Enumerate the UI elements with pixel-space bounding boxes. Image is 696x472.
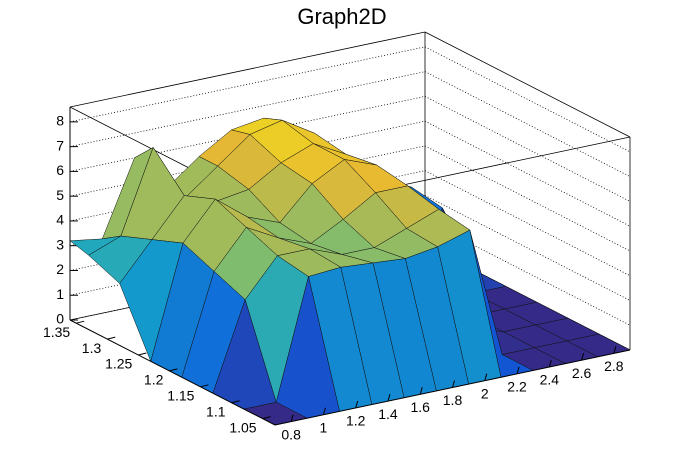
x-tick xyxy=(355,400,359,409)
y-tick-label: 1.1 xyxy=(206,403,226,419)
z-tick-label: 3 xyxy=(56,236,64,252)
box-edge xyxy=(69,31,426,108)
box-edge xyxy=(424,31,631,138)
x-tick xyxy=(548,359,552,368)
x-tick-label: 1 xyxy=(320,419,328,435)
x-tick-label: 2.8 xyxy=(604,358,624,374)
y-tick-label: 1.15 xyxy=(167,388,194,404)
x-tick-label: 2.6 xyxy=(572,365,592,381)
x-tick xyxy=(419,387,423,395)
x-tick xyxy=(516,366,520,375)
x-tick-label: 1.6 xyxy=(410,399,430,415)
y-tick xyxy=(138,352,147,356)
x-tick-label: 1.2 xyxy=(346,413,366,429)
y-tick-label: 1.35 xyxy=(43,324,70,340)
z-tick-label: 1 xyxy=(56,286,64,302)
x-tick xyxy=(290,414,294,422)
chart-title: Graph2D xyxy=(297,4,386,29)
y-tick xyxy=(262,416,271,420)
x-tick-label: 2 xyxy=(481,385,489,401)
x-tick-label: 2.2 xyxy=(507,379,527,395)
x-tick xyxy=(581,353,585,361)
z-tick-label: 6 xyxy=(56,162,64,178)
y-tick xyxy=(107,336,116,340)
z-tick-label: 5 xyxy=(56,187,64,203)
x-tick xyxy=(322,407,326,415)
grid-line xyxy=(69,71,426,148)
y-tick-label: 1.25 xyxy=(105,356,132,372)
z-tick-label: 4 xyxy=(56,212,64,228)
x-tick xyxy=(452,380,455,388)
grid-line xyxy=(69,96,426,172)
x-tick xyxy=(613,346,617,354)
y-tick xyxy=(169,368,178,372)
x-tick-label: 1.8 xyxy=(443,392,463,408)
x-tick-label: 2.4 xyxy=(540,372,560,388)
z-tick-label: 2 xyxy=(56,261,64,277)
grid-line xyxy=(69,46,426,123)
y-tick-label: 1.05 xyxy=(229,419,256,435)
x-tick-label: 1.4 xyxy=(378,406,398,422)
y-tick xyxy=(200,384,209,388)
y-tick-label: 1.2 xyxy=(144,372,164,388)
y-axis xyxy=(69,319,276,426)
y-tick-label: 1.3 xyxy=(82,340,102,356)
y-tick xyxy=(231,400,240,404)
z-tick-label: 7 xyxy=(56,137,64,153)
x-tick xyxy=(387,393,391,402)
x-tick-label: 0.8 xyxy=(281,426,301,442)
x-tick xyxy=(484,373,488,381)
z-tick-label: 0 xyxy=(56,311,64,327)
y-tick xyxy=(76,320,85,324)
z-tick-label: 8 xyxy=(56,113,64,129)
